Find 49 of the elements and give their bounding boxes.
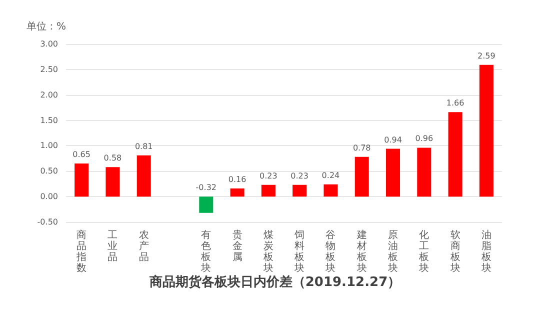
text: 商品期货各板块日内价差（2019.12.27） — [148, 274, 401, 290]
y-axis-title: 单位：% — [26, 20, 66, 32]
bar — [199, 196, 214, 213]
bar — [74, 164, 89, 197]
y-tick-label: 2.00 — [40, 90, 58, 100]
bar — [230, 188, 244, 197]
x-tick-label: 原油板块 — [387, 230, 398, 274]
x-tick-label: 商品指数 — [76, 229, 87, 274]
bar — [324, 184, 338, 197]
data-label: 0.58 — [104, 154, 122, 163]
bar — [261, 184, 276, 197]
x-tick-label: 油脂板块 — [480, 229, 492, 274]
data-label: 0.23 — [260, 171, 278, 180]
bar — [354, 156, 369, 197]
data-label: 2.59 — [478, 51, 496, 60]
data-label: 0.96 — [415, 134, 434, 144]
data-label: 1.66 — [446, 98, 464, 108]
x-tick-label: 贵金属 — [232, 229, 242, 263]
data-label: 0.24 — [322, 170, 340, 180]
bar — [292, 184, 307, 197]
y-tick-label: -0.50 — [37, 218, 58, 226]
y-tick-label: 2.50 — [40, 64, 58, 74]
data-label: 0.94 — [384, 135, 402, 144]
bar — [479, 64, 494, 197]
data-label: 0.65 — [72, 150, 90, 160]
x-tick-label: 工业品 — [108, 230, 118, 263]
data-label: 0.78 — [352, 143, 371, 152]
data-label: 0.23 — [290, 171, 308, 180]
data-label: -0.32 — [196, 183, 216, 192]
x-tick-label: 软商板块 — [449, 229, 460, 274]
x-tick-label: 谷物板块 — [324, 229, 336, 274]
x-tick-label: 饲料板块 — [294, 230, 305, 274]
x-tick-label: 建材板块 — [356, 229, 367, 274]
data-label: 0.81 — [134, 142, 153, 151]
y-tick-label: 0.50 — [40, 166, 58, 176]
data-label: 0.16 — [228, 174, 246, 184]
bar — [417, 148, 432, 197]
x-tick-label: 农产品 — [138, 230, 149, 263]
x-tick-label: 化工板块 — [418, 229, 430, 274]
x-tick-label: 有色板块 — [200, 229, 212, 274]
x-tick-label: 煤炭板块 — [262, 229, 274, 274]
bar — [106, 167, 120, 197]
y-tick-label: 1.00 — [40, 141, 58, 150]
y-tick-label: 3.00 — [40, 40, 58, 48]
bar — [448, 112, 462, 197]
bar — [136, 155, 151, 197]
bar — [386, 148, 400, 197]
y-tick-label: 1.50 — [40, 116, 58, 125]
y-tick-label: 0.00 — [40, 192, 58, 202]
